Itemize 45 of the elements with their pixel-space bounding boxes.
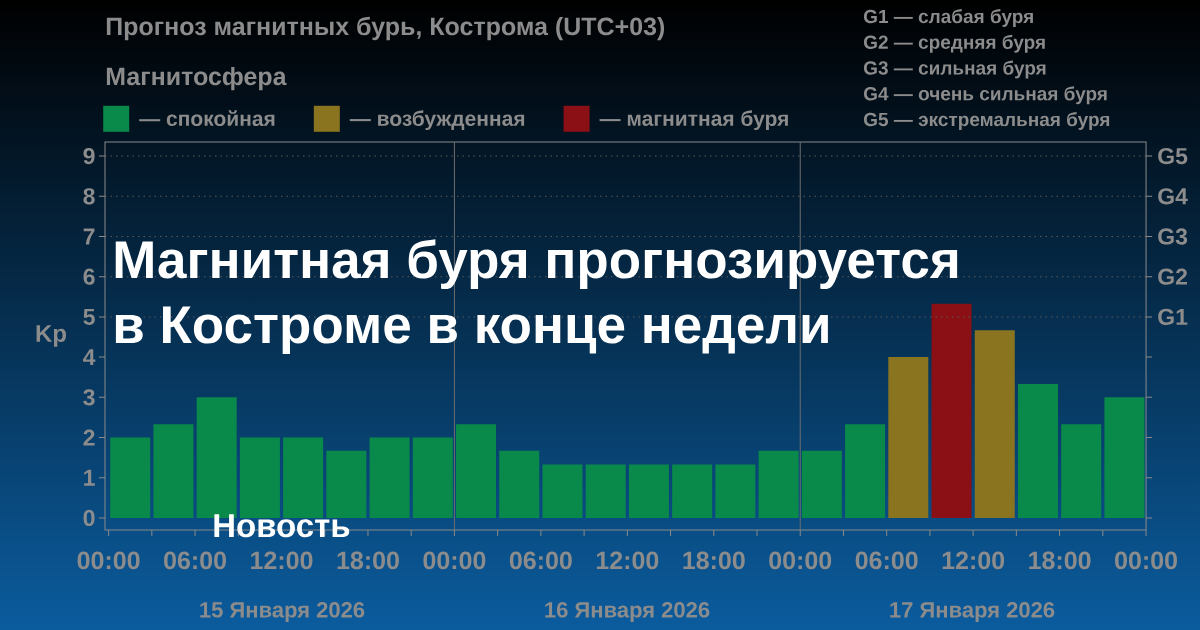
x-tick-label: 00:00 [769,551,832,570]
text: G5 — экстремальная буря [863,112,1110,130]
x-tick-label: 06:00 [164,551,226,570]
y-tick-label: 1 [84,469,95,486]
text: G4 — очень сильная буря [863,86,1107,105]
y-tick-label: 0 [83,509,95,527]
x-tick-label: 12:00 [942,551,1005,570]
x-tick-label: 18:00 [683,551,745,570]
y-tick-label: 8 [83,188,95,205]
annotation: в Костроме в конце недели [115,306,828,354]
ref-line-label: G2 [1158,268,1188,285]
y-tick-label: 2 [83,429,95,446]
x-tick-label: 18:00 [1029,551,1091,570]
text: G3 — сильная буря [863,60,1046,79]
legend-label: — спокойная [139,110,275,127]
x-tick-label: 12:00 [251,551,313,570]
text: 16 Января 2026 [545,602,710,622]
y-tick-label: 5 [83,308,95,325]
x-tick-label: 00:00 [1115,551,1177,570]
annotation: Новость [214,514,350,538]
y-tick-label: 3 [83,389,95,406]
ref-line-label: G1 [1158,308,1188,326]
ref-line-label: G4 [1158,188,1188,205]
text: G1 — слабая буря [863,9,1033,27]
ref-line-label: G5 [1158,147,1188,165]
y-tick-label: 9 [83,147,95,165]
text: 15 Января 2026 [200,602,365,622]
x-tick-label: 12:00 [596,551,659,570]
y-tick-label: 6 [83,268,95,285]
y-tick-label: 4 [83,349,96,366]
y-tick-label: 7 [83,228,95,245]
y-axis-title: Kp [36,325,67,347]
x-tick-label: 00:00 [77,551,140,570]
chart-subtitle: Магнитосфера [106,66,287,91]
x-tick-label: 18:00 [337,551,399,570]
ref-line-label: G3 [1158,228,1188,245]
annotation: Магнитная буря прогнозируется [115,239,958,289]
legend-label: — магнитная буря [599,110,788,131]
legend-label: — возбужденная [349,110,525,131]
text: 17 Января 2026 [890,602,1055,622]
chart-title: Прогноз магнитных бурь, Кострома (UTC+03) [106,16,665,41]
x-tick-label: 06:00 [855,551,918,570]
text: G2 — средняя буря [863,34,1045,53]
x-tick-label: 06:00 [509,551,572,570]
x-tick-label: 00:00 [423,551,486,570]
